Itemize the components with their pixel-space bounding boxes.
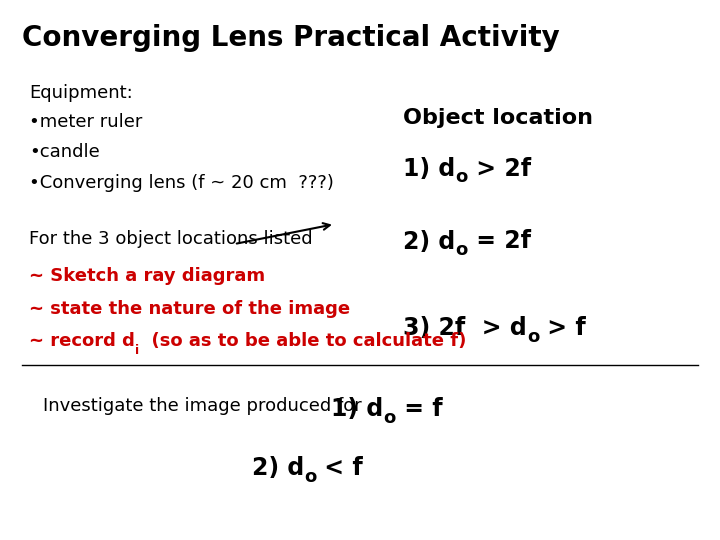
Text: Object location: Object location	[403, 108, 593, 128]
Text: o: o	[527, 328, 539, 346]
Text: ~ Sketch a ray diagram: ~ Sketch a ray diagram	[29, 267, 265, 285]
Text: For the 3 object locations listed: For the 3 object locations listed	[29, 230, 312, 247]
Text: i: i	[135, 344, 139, 357]
Text: o: o	[456, 241, 468, 259]
Text: Converging Lens Practical Activity: Converging Lens Practical Activity	[22, 24, 559, 52]
Text: ~ record d: ~ record d	[29, 332, 135, 350]
Text: 1) d: 1) d	[403, 157, 456, 180]
Text: •candle: •candle	[29, 143, 99, 161]
Text: •Converging lens (f ~ 20 cm  ???): •Converging lens (f ~ 20 cm ???)	[29, 174, 333, 192]
Text: 2) d: 2) d	[403, 230, 456, 253]
Text: 2) d: 2) d	[252, 456, 305, 480]
Text: = f: = f	[396, 397, 442, 421]
Text: > f: > f	[539, 316, 586, 340]
Text: o: o	[305, 468, 317, 486]
Text: < f: < f	[317, 456, 364, 480]
Text: •meter ruler: •meter ruler	[29, 113, 142, 131]
Text: (so as to be able to calculate f): (so as to be able to calculate f)	[139, 332, 466, 350]
Text: o: o	[456, 168, 468, 186]
Text: = 2f: = 2f	[468, 230, 531, 253]
Text: Equipment:: Equipment:	[29, 84, 132, 102]
Text: ~ state the nature of the image: ~ state the nature of the image	[29, 300, 350, 318]
Text: > 2f: > 2f	[468, 157, 531, 180]
Text: 3) 2f  > d: 3) 2f > d	[403, 316, 527, 340]
Text: o: o	[384, 409, 396, 427]
Text: 1) d: 1) d	[331, 397, 384, 421]
Text: Investigate the image produced for: Investigate the image produced for	[43, 397, 362, 415]
